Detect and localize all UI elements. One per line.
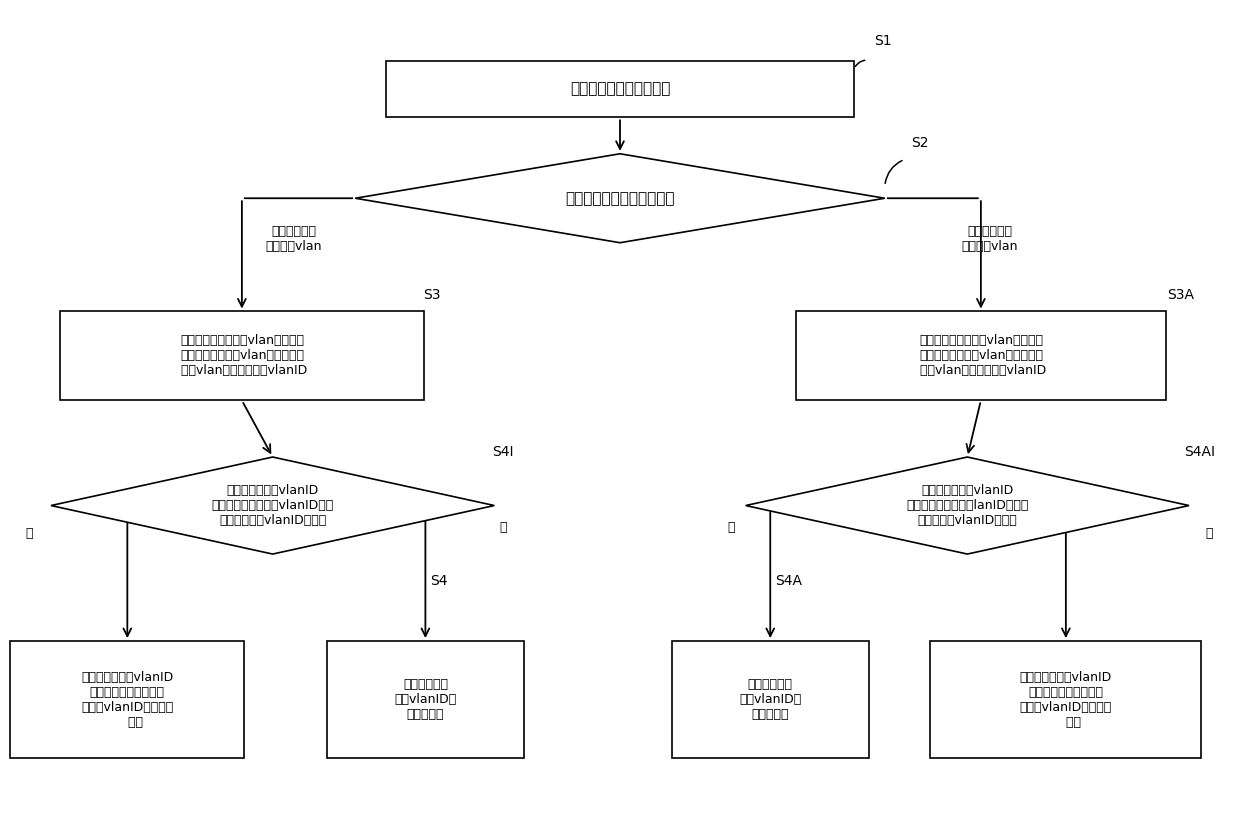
Text: S2: S2 <box>910 136 929 150</box>
FancyBboxPatch shape <box>327 641 525 758</box>
Text: 获取当前已创建vlanID
列表，并判断待删除lanID是否在
当前已创建vlanID列表中: 获取当前已创建vlanID 列表，并判断待删除lanID是否在 当前已创建vla… <box>906 484 1028 527</box>
Text: 是: 是 <box>727 521 734 534</box>
FancyBboxPatch shape <box>796 311 1166 400</box>
Polygon shape <box>745 457 1189 554</box>
FancyBboxPatch shape <box>930 641 1202 758</box>
FancyBboxPatch shape <box>61 311 424 400</box>
Text: 输入的命令为
批量增加vlan: 输入的命令为 批量增加vlan <box>265 225 322 252</box>
Text: S4A: S4A <box>775 574 802 588</box>
Text: 设置所有待删除vlanID
创建失败，报错并提示
待删除vlanID不存在；
    结束: 设置所有待删除vlanID 创建失败，报错并提示 待删除vlanID不存在； 结… <box>1019 671 1112 729</box>
FancyBboxPatch shape <box>386 60 854 118</box>
Text: S4I: S4I <box>492 444 513 458</box>
Text: 否: 否 <box>1205 527 1213 540</box>
FancyBboxPatch shape <box>672 641 869 758</box>
Polygon shape <box>355 154 885 243</box>
Text: 批量对所有待
删除vlanID进
行删除操作: 批量对所有待 删除vlanID进 行删除操作 <box>739 678 801 721</box>
Polygon shape <box>51 457 495 554</box>
Text: 设置所有待增加vlanID
创建失败，报错并提示
待增加vlanID已存在；
    结束: 设置所有待增加vlanID 创建失败，报错并提示 待增加vlanID已存在； 结… <box>81 671 174 729</box>
Text: 输入的命令为
批量增加vlan: 输入的命令为 批量增加vlan <box>961 225 1018 252</box>
Text: 获取输入的命令及参数值: 获取输入的命令及参数值 <box>570 82 670 96</box>
Text: 解析输入的批量增加vlan命令的参
数值，获取待增加vlan组及每个待
 增加vlan组内的待增加vlanID: 解析输入的批量增加vlan命令的参 数值，获取待增加vlan组及每个待 增加vl… <box>177 334 308 377</box>
Text: S1: S1 <box>874 33 892 48</box>
Text: 解析输入的批量删除vlan命令的参
数值，获取待删除vlan组及每个待
 删除vlan组内的待删除vlanID: 解析输入的批量删除vlan命令的参 数值，获取待删除vlan组及每个待 删除vl… <box>916 334 1047 377</box>
Text: 批量对所有待
增加vlanID进
行增加操作: 批量对所有待 增加vlanID进 行增加操作 <box>394 678 456 721</box>
Text: 获取当前已创建vlanID
列表，并判断待增加vlanID是否
在当前已创建vlanID列表中: 获取当前已创建vlanID 列表，并判断待增加vlanID是否 在当前已创建vl… <box>212 484 334 527</box>
Text: S3A: S3A <box>1167 288 1194 301</box>
Text: S4AI: S4AI <box>1184 444 1215 458</box>
Text: S4: S4 <box>430 574 448 588</box>
Text: 否: 否 <box>500 521 507 534</box>
Text: 是: 是 <box>25 527 32 540</box>
Text: S3: S3 <box>423 288 440 301</box>
FancyBboxPatch shape <box>10 641 244 758</box>
Text: 解析并判断输入命令的种类: 解析并判断输入命令的种类 <box>565 190 675 206</box>
